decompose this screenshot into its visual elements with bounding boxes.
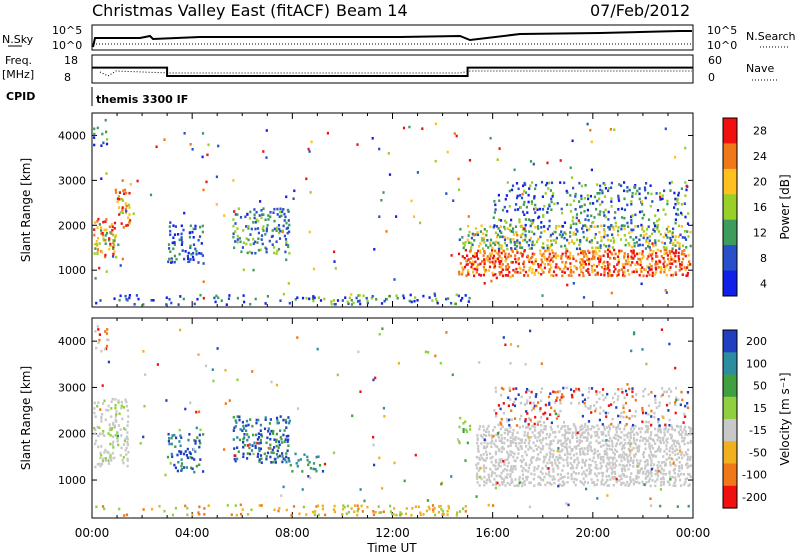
- xtick-label: 12:00: [375, 526, 410, 540]
- colorbar-tick-label: -100: [742, 469, 767, 482]
- cpid-label: CPID: [6, 90, 35, 103]
- colorbar-swatch: [723, 219, 737, 246]
- colorbar-swatch: [723, 396, 737, 420]
- colorbar-swatch: [723, 270, 737, 297]
- freq-tick-bottom: 8: [64, 71, 71, 84]
- beam-label: Beam 14: [336, 1, 408, 20]
- colorbar-tick-label: -200: [742, 491, 767, 504]
- colorbar-tick-label: 8: [760, 252, 767, 265]
- nsearch-label: N.Search: [746, 30, 796, 43]
- colorbar-tick-label: 200: [746, 335, 767, 348]
- colorbar-tick-label: 100: [746, 357, 767, 370]
- time-axis: 00:00 04:00 08:00 12:00 16:00 20:00 00:00: [75, 526, 711, 540]
- ytick-label: 1000: [58, 474, 86, 487]
- date-label: 07/Feb/2012: [590, 1, 690, 20]
- xtick-label: 04:00: [175, 526, 210, 540]
- power-colorbar: 28 24 20 16 12 8 4 Power [dB]: [722, 117, 792, 297]
- nsearch-tick-top: 10^5: [707, 24, 737, 37]
- plot-title: Christmas Valley East (fitACF): [92, 1, 330, 20]
- ytick-label: 2000: [58, 428, 86, 441]
- cpid-value: themis 3300 IF: [96, 93, 188, 106]
- colorbar-swatch: [723, 463, 737, 487]
- colorbar-tick-label: 24: [753, 150, 767, 163]
- colorbar-swatch: [723, 485, 737, 509]
- colorbar-swatch: [723, 245, 737, 271]
- slant-range-axis-label: Slant Range [km]: [19, 366, 33, 470]
- freq-tick-top: 18: [64, 54, 78, 67]
- colorbar-swatch: [723, 143, 737, 170]
- xtick-label: 16:00: [475, 526, 510, 540]
- colorbar-tick-label: 28: [753, 125, 767, 138]
- colorbar-swatch: [723, 330, 737, 353]
- ytick-label: 1000: [58, 264, 86, 277]
- nsky-tick-top: 10^5: [52, 24, 82, 37]
- nave-label: Nave: [746, 62, 774, 75]
- nsky-panel: N.Sky 10^5 10^0 10^5 10^0 N.Search: [2, 24, 796, 52]
- power-panel: 4000 3000 2000 1000 Slant Range [km]: [19, 112, 694, 308]
- colorbar-tick-label: 50: [753, 380, 767, 393]
- colorbar-swatch: [723, 194, 737, 221]
- freq-label: Freq.: [5, 54, 32, 67]
- colorbar-swatch: [723, 374, 737, 398]
- velocity-scatter: [93, 325, 692, 517]
- colorbar-swatch: [723, 118, 737, 144]
- nsky-label: N.Sky: [2, 33, 34, 46]
- colorbar-tick-label: 16: [753, 201, 767, 214]
- slant-range-axis-label: Slant Range [km]: [19, 158, 33, 262]
- nave-trace: [99, 70, 692, 77]
- colorbar-label: Power [dB]: [778, 174, 792, 239]
- colorbar-tick-label: -15: [749, 424, 767, 437]
- ytick-label: 4000: [58, 335, 86, 348]
- cpid-panel: CPID themis 3300 IF: [6, 87, 188, 106]
- power-scatter: [93, 118, 692, 306]
- colorbar-tick-label: 4: [760, 277, 767, 290]
- colorbar-swatch: [723, 441, 737, 465]
- ytick-label: 2000: [58, 219, 86, 232]
- colorbar-tick-label: -50: [749, 446, 767, 459]
- nsky-trace: [92, 30, 692, 48]
- xtick-label: 00:00: [676, 526, 711, 540]
- colorbar-tick-label: 12: [753, 226, 767, 239]
- nsearch-tick-bottom: 10^0: [707, 39, 737, 52]
- time-axis-label: Time UT: [366, 541, 417, 554]
- freq-unit-label: [MHz]: [2, 68, 34, 81]
- colorbar-swatch: [723, 419, 737, 442]
- freq-trace: [92, 66, 693, 77]
- velocity-panel: 4000 3000 2000 1000 Slant Range [km]: [19, 317, 694, 519]
- xtick-label: 20:00: [576, 526, 611, 540]
- nave-tick-top: 60: [708, 54, 722, 67]
- velocity-colorbar: 200 100 50 15 -15 -50 -100 -200 Velocity [m s⁻¹]: [722, 329, 792, 509]
- ytick-label: 4000: [58, 129, 86, 142]
- freq-line: [92, 66, 693, 77]
- colorbar-tick-label: 20: [753, 176, 767, 189]
- colorbar-label: Velocity [m s⁻¹]: [778, 372, 792, 465]
- ytick-label: 3000: [58, 174, 86, 187]
- nave-tick-bottom: 0: [708, 71, 715, 84]
- nsky-tick-bottom: 10^0: [52, 39, 82, 52]
- xtick-label: 08:00: [275, 526, 310, 540]
- colorbar-swatch: [723, 352, 737, 376]
- freq-panel: Freq. [MHz] 18 8 60 0 Nave: [2, 54, 778, 84]
- xtick-label: 00:00: [75, 526, 110, 540]
- colorbar-swatch: [723, 168, 737, 195]
- colorbar-tick-label: 15: [753, 402, 767, 415]
- ytick-label: 3000: [58, 381, 86, 394]
